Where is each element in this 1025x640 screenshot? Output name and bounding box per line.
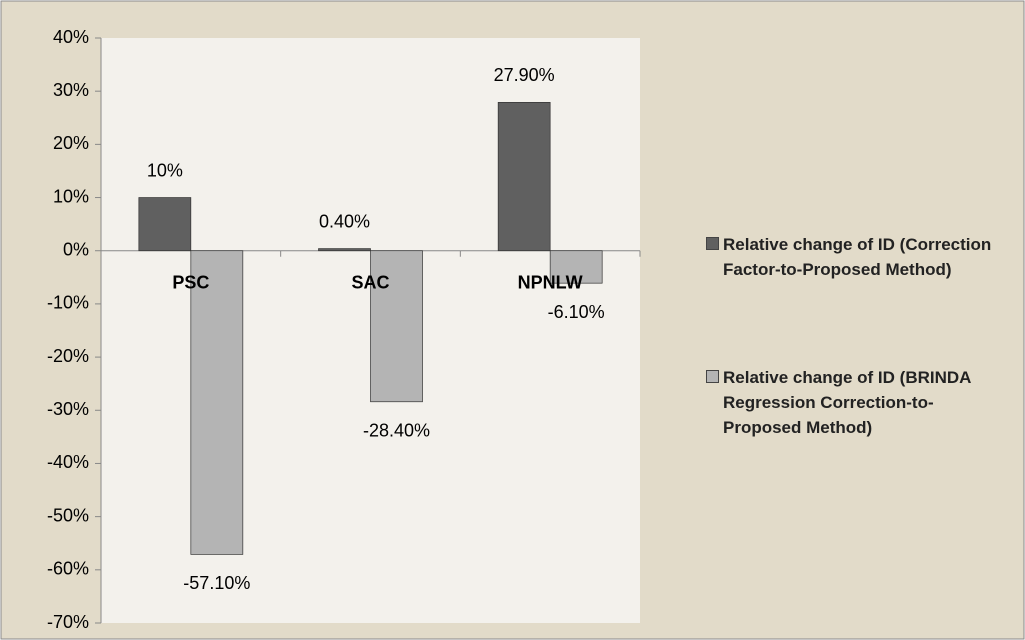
value-label: 27.90% [494, 65, 555, 85]
y-tick-label: -60% [47, 559, 89, 579]
bar [190, 250, 244, 555]
y-tick-label: -50% [47, 505, 89, 525]
bar [138, 197, 192, 252]
y-tick-label: -20% [47, 346, 89, 366]
legend-item: Relative change of ID (Correction Factor… [706, 232, 1006, 282]
y-tick-label: -70% [47, 612, 89, 632]
y-tick-label: 10% [53, 186, 89, 206]
value-label: -6.10% [548, 302, 605, 322]
y-tick-label: 20% [53, 133, 89, 153]
y-tick-label: 30% [53, 80, 89, 100]
value-label: -28.40% [363, 421, 430, 441]
y-tick-label: -30% [47, 399, 89, 419]
y-tick-label: 40% [53, 27, 89, 47]
x-tick-label: PSC [172, 272, 209, 292]
bar [549, 250, 603, 284]
legend-swatch [706, 237, 719, 250]
y-tick-label: -10% [47, 293, 89, 313]
bar [318, 248, 371, 252]
legend-label: Relative change of ID (Correction Factor… [723, 235, 992, 279]
value-label: 0.40% [319, 211, 370, 231]
y-tick-label: 0% [63, 239, 89, 259]
value-label: -57.10% [183, 573, 250, 593]
bar [370, 250, 423, 403]
value-label: 10% [147, 160, 183, 180]
bar [497, 101, 551, 252]
x-tick-label: SAC [351, 272, 389, 292]
x-tick-label: NPNLW [518, 272, 583, 292]
y-tick-label: -40% [47, 452, 89, 472]
legend-swatch [706, 370, 719, 383]
legend-label: Relative change of ID (BRINDA Regression… [723, 368, 971, 437]
legend-item: Relative change of ID (BRINDA Regression… [706, 365, 1006, 440]
